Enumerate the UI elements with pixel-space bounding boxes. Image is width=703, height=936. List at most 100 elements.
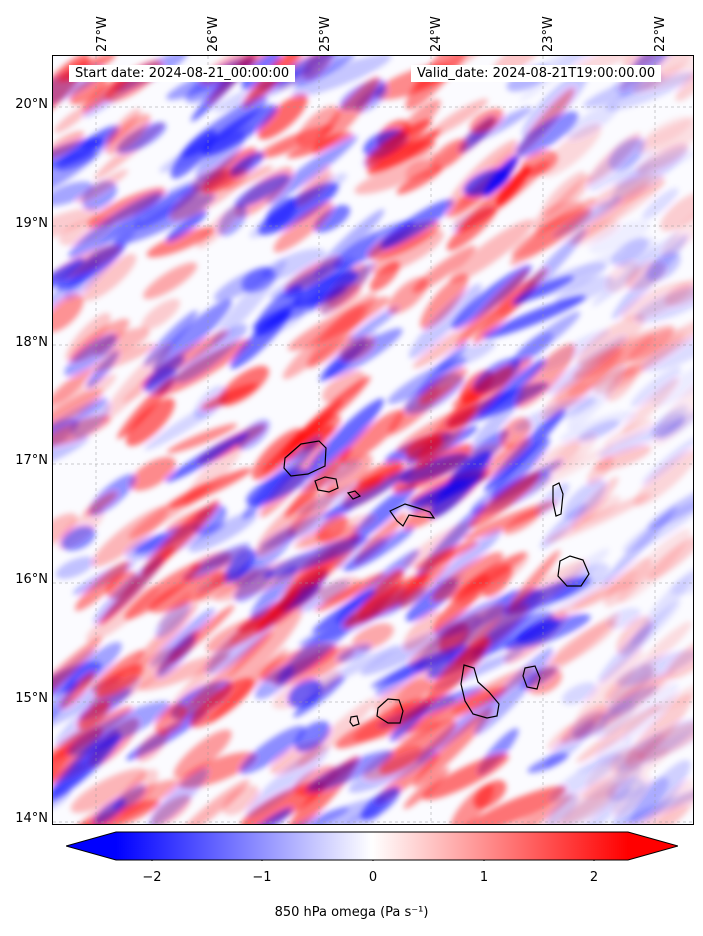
- omega-streak: [340, 409, 404, 465]
- colorbar-svg: [64, 831, 680, 864]
- omega-streak: [408, 283, 482, 359]
- omega-streak: [175, 324, 248, 383]
- island-boa-vista: [557, 555, 590, 587]
- omega-streak: [513, 397, 597, 432]
- omega-streak: [476, 438, 531, 482]
- omega-streak: [143, 262, 198, 300]
- omega-streak: [427, 98, 489, 138]
- omega-streak: [625, 694, 693, 767]
- omega-streak: [273, 202, 334, 253]
- omega-streak: [335, 697, 434, 749]
- omega-streak: [608, 137, 645, 171]
- omega-streak: [166, 423, 238, 454]
- omega-streak: [178, 779, 250, 824]
- omega-streak: [371, 644, 468, 688]
- omega-streak: [288, 679, 322, 708]
- omega-streak: [483, 295, 586, 339]
- omega-streak: [532, 613, 620, 684]
- omega-streak: [514, 332, 553, 363]
- omega-streak: [322, 370, 365, 403]
- omega-streak: [291, 806, 349, 824]
- omega-streak: [257, 94, 308, 140]
- lon-label-26w: 26°W: [206, 16, 221, 52]
- omega-streaks: [53, 56, 693, 824]
- start-date-label: Start date: 2024-08-21_00:00:00: [69, 65, 296, 82]
- omega-streak: [201, 383, 258, 410]
- omega-streak: [483, 155, 519, 197]
- omega-streak: [265, 197, 297, 227]
- omega-streak: [605, 72, 693, 111]
- omega-streak: [183, 543, 251, 581]
- omega-streak: [246, 745, 329, 818]
- omega-streak: [58, 216, 114, 246]
- lat-label-18n: 18°N: [15, 335, 48, 350]
- omega-streak: [169, 168, 248, 221]
- omega-streak: [282, 414, 341, 460]
- omega-streak: [294, 721, 331, 752]
- omega-streak: [192, 167, 229, 191]
- omega-streak: [652, 356, 693, 407]
- omega-streak: [567, 334, 655, 397]
- omega-streak: [534, 440, 581, 474]
- omega-streak: [660, 191, 693, 232]
- omega-streak: [148, 571, 228, 613]
- omega-streak: [450, 551, 527, 601]
- island-maio: [522, 665, 541, 690]
- omega-streak: [53, 680, 79, 732]
- omega-streak: [637, 112, 693, 153]
- omega-streak: [547, 723, 576, 750]
- omega-streak: [53, 369, 91, 407]
- omega-streak: [141, 499, 220, 576]
- lon-label-24w: 24°W: [429, 16, 444, 52]
- omega-streak: [403, 610, 442, 651]
- omega-streak: [70, 768, 147, 813]
- omega-streak: [548, 753, 623, 802]
- omega-streak: [642, 334, 693, 372]
- omega-streak: [249, 807, 293, 824]
- omega-streak: [561, 703, 608, 744]
- omega-field: [53, 56, 693, 824]
- omega-streak: [634, 285, 693, 323]
- omega-streak: [412, 245, 476, 293]
- omega-streak: [53, 513, 78, 549]
- colorbar-extend-min: [66, 832, 116, 860]
- omega-streak: [559, 790, 618, 824]
- omega-streak: [431, 552, 504, 602]
- omega-streak: [125, 534, 172, 561]
- omega-streak: [54, 105, 90, 133]
- omega-streak: [348, 306, 400, 343]
- omega-streak: [403, 522, 471, 568]
- omega-streak: [86, 343, 157, 373]
- omega-streak: [255, 587, 300, 634]
- omega-streak: [117, 768, 159, 815]
- omega-streak: [513, 228, 587, 307]
- omega-streak: [675, 68, 693, 102]
- omega-streak: [621, 317, 693, 377]
- omega-streak: [515, 343, 576, 409]
- omega-streak: [237, 419, 270, 450]
- omega-streak: [152, 299, 232, 372]
- omega-streak: [319, 577, 362, 602]
- omega-streak: [527, 753, 569, 774]
- island-sal: [552, 482, 564, 517]
- omega-streak: [576, 314, 646, 366]
- omega-streak: [396, 406, 476, 453]
- omega-streak: [53, 131, 85, 159]
- omega-streak: [173, 729, 232, 779]
- colorbar: [64, 831, 680, 864]
- omega-streak: [611, 237, 649, 267]
- omega-streak: [670, 569, 693, 596]
- omega-streak: [478, 358, 546, 417]
- omega-streak: [622, 378, 679, 434]
- omega-streak: [641, 436, 693, 485]
- omega-streak: [666, 634, 693, 679]
- omega-streak: [202, 104, 278, 156]
- lat-label-17n: 17°N: [15, 453, 48, 468]
- omega-streak: [408, 604, 507, 668]
- colorbar-tick-2: 2: [589, 870, 599, 885]
- omega-streak: [155, 703, 187, 735]
- omega-streak: [588, 220, 650, 254]
- omega-streak: [603, 557, 653, 607]
- omega-streak: [387, 384, 452, 438]
- island-santiago: [460, 664, 500, 719]
